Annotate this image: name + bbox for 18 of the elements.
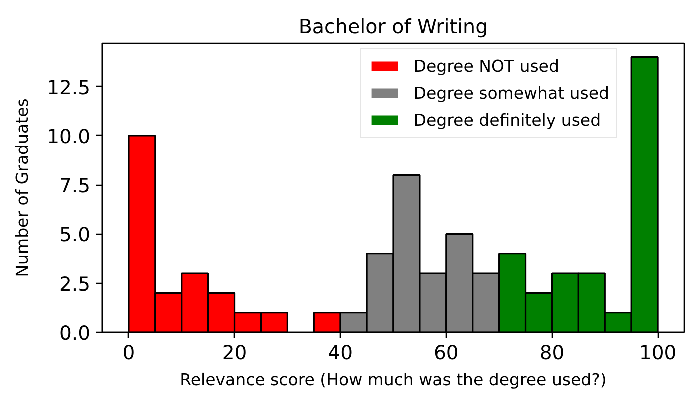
legend-label: Degree somewhat used	[414, 83, 610, 103]
y-tick-label: 12.5	[47, 76, 91, 100]
y-tick-label: 7.5	[59, 174, 91, 198]
y-axis-title: Number of Graduates	[13, 98, 32, 278]
x-tick-label: 60	[434, 342, 459, 364]
legend-label: Degree NOT used	[414, 56, 560, 76]
x-tick-label: 0	[122, 342, 136, 364]
x-axis-title: Relevance score (How much was the degree used?)	[180, 370, 607, 390]
x-tick-label: 40	[328, 342, 354, 364]
y-tick-label: 10.0	[47, 125, 91, 148]
y-tick-label: 5.0	[59, 224, 91, 247]
chart-title: Bachelor of Writing	[298, 16, 488, 38]
x-tick-label: 20	[222, 342, 248, 364]
y-tick-label: 2.5	[59, 272, 91, 296]
legend-label: Degree definitely used	[414, 110, 602, 130]
y-tick-label: 0.0	[59, 322, 91, 345]
x-tick-label: 80	[540, 342, 565, 364]
x-tick-label: 100	[639, 342, 677, 364]
